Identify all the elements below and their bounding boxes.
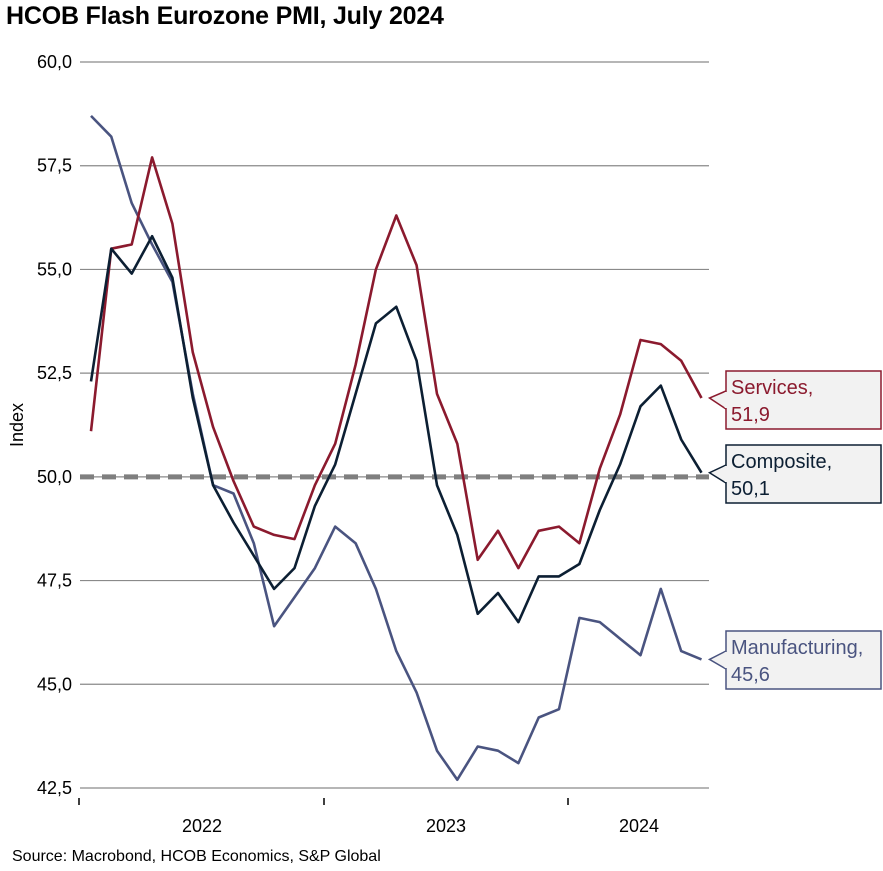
source-note: Source: Macrobond, HCOB Economics, S&P G…: [12, 848, 381, 865]
x-tick-label: 2024: [619, 816, 659, 836]
y-tick-label: 60,0: [37, 52, 72, 72]
callout-box: [725, 370, 882, 430]
x-tick-label: 2023: [426, 816, 466, 836]
y-tick-label: 57,5: [37, 156, 72, 176]
callout-services: Services, 51,9: [707, 370, 882, 430]
callout-series-value: 51,9: [731, 404, 770, 426]
callout-manufacturing: Manufacturing, 45,6: [707, 630, 882, 690]
callout-series-value: 45,6: [731, 664, 770, 686]
callout-series-name: Manufacturing,: [731, 637, 863, 659]
series-line-services: [89, 156, 703, 570]
y-tick-label: 52,5: [37, 363, 72, 383]
gridlines: [80, 61, 709, 789]
x-axis: 2022 2023 2024: [78, 798, 659, 836]
callout-pointer: [707, 650, 727, 670]
callout-series-name: Composite,: [731, 451, 832, 473]
chart-title: HCOB Flash Eurozone PMI, July 2024: [6, 2, 444, 30]
y-tick-label: 50,0: [37, 467, 72, 487]
x-tick-label: 2022: [182, 816, 222, 836]
y-tick-label: 45,0: [37, 674, 72, 694]
callout-pointer: [707, 390, 727, 410]
series-line-composite: [89, 234, 703, 624]
y-axis-label: Index: [7, 403, 27, 447]
callout-pointer: [707, 464, 727, 484]
callout-series-name: Services,: [731, 377, 813, 399]
series-callouts: Services, 51,9 Composite, 50,1 Manufacturing…: [707, 370, 882, 690]
y-tick-label: 55,0: [37, 259, 72, 279]
series-lines: [89, 114, 703, 782]
y-tick-label: 42,5: [37, 778, 72, 798]
y-tick-label: 47,5: [37, 571, 72, 591]
y-tick-labels: 60,0 57,5 55,0 52,5 50,0 47,5 45,0 42,5: [37, 52, 72, 798]
callout-composite: Composite, 50,1: [707, 444, 882, 504]
callout-series-value: 50,1: [731, 478, 770, 500]
